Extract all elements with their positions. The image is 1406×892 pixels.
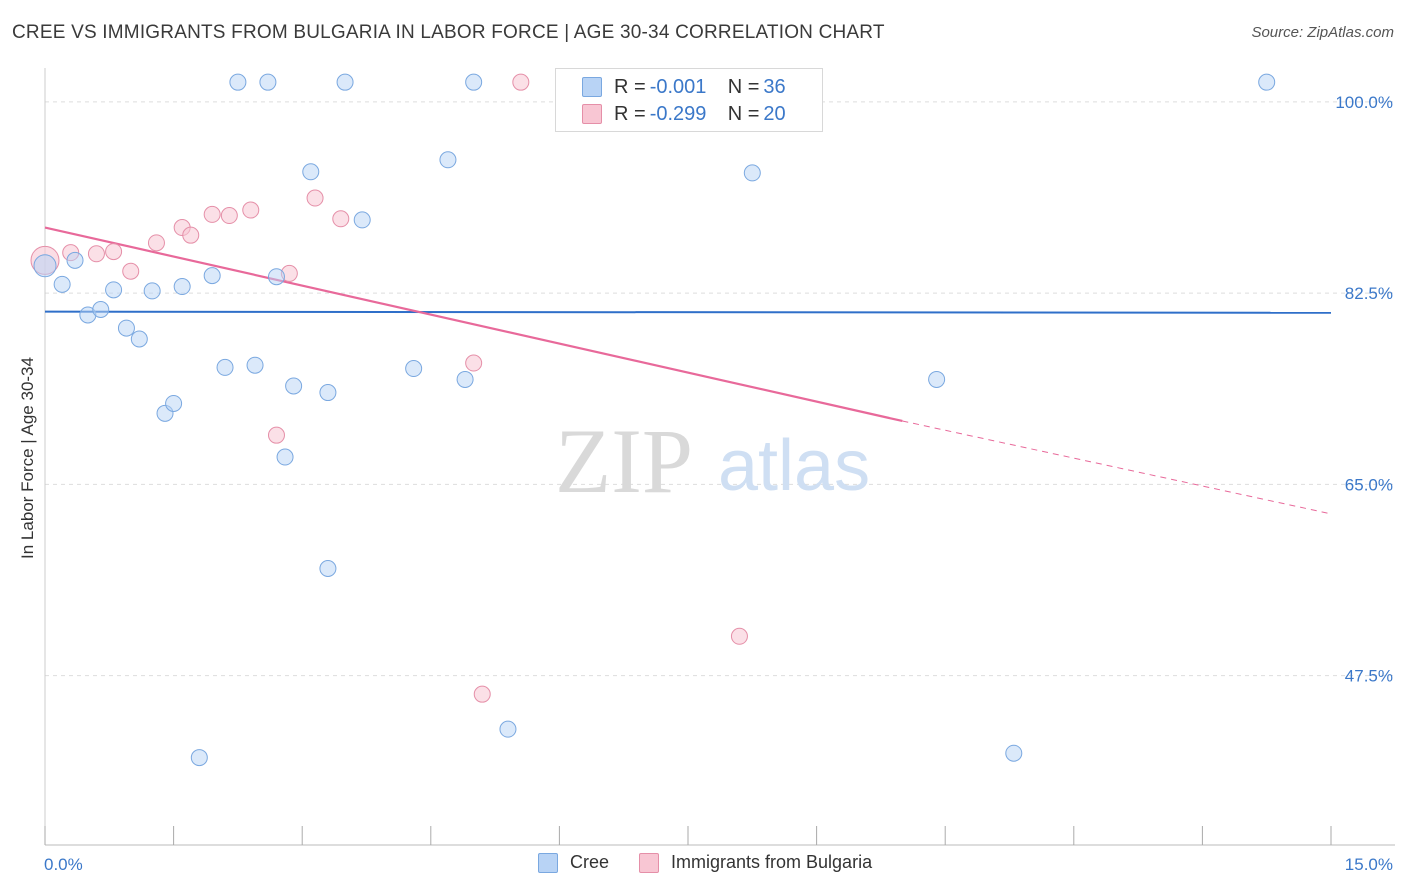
legend-row-bulgaria: R = -0.299 N = 20 bbox=[582, 102, 786, 126]
legend-swatch-cree bbox=[582, 77, 602, 97]
point-cree bbox=[499, 720, 517, 738]
point-cree bbox=[229, 73, 247, 91]
watermark-zip: ZIP bbox=[555, 410, 693, 512]
point-cree bbox=[130, 330, 148, 348]
point-cree bbox=[173, 278, 191, 296]
point-cree bbox=[259, 73, 277, 91]
point-bulgaria bbox=[267, 426, 285, 444]
source-label: Source: ZipAtlas.com bbox=[1251, 24, 1394, 41]
point-cree bbox=[276, 448, 294, 466]
legend-r-label: R = bbox=[614, 75, 646, 98]
y-tick-label: 82.5% bbox=[1345, 284, 1393, 303]
axes bbox=[44, 68, 1395, 846]
y-tick-label: 65.0% bbox=[1345, 475, 1393, 494]
trend-line-bulgaria-extrapolated bbox=[902, 420, 1332, 515]
series-swatch-cree bbox=[538, 852, 558, 873]
correlation-legend: R = -0.001 N = 36 R = -0.299 N = 20 bbox=[555, 68, 823, 132]
point-cree bbox=[928, 370, 946, 388]
series-swatch-bulgaria bbox=[639, 852, 660, 873]
series-legend: Cree Immigrants from Bulgaria bbox=[538, 852, 902, 873]
point-cree bbox=[92, 301, 110, 318]
point-cree bbox=[439, 151, 457, 169]
point-cree bbox=[405, 360, 423, 378]
point-cree bbox=[33, 254, 57, 278]
point-bulgaria bbox=[306, 189, 324, 207]
point-cree bbox=[165, 394, 183, 412]
chart-title: CREE VS IMMIGRANTS FROM BULGARIA IN LABO… bbox=[12, 22, 885, 43]
point-cree bbox=[267, 268, 285, 286]
point-cree bbox=[353, 211, 371, 229]
trend-lines bbox=[44, 226, 1332, 515]
y-axis-label: In Labor Force | Age 30-34 bbox=[18, 357, 37, 559]
trend-line-cree bbox=[44, 310, 1332, 314]
point-bulgaria bbox=[512, 73, 530, 91]
point-bulgaria bbox=[182, 226, 200, 244]
point-cree bbox=[456, 370, 474, 388]
legend-swatch-bulgaria bbox=[582, 104, 602, 124]
legend-n-value: 36 bbox=[763, 75, 786, 98]
point-cree bbox=[302, 163, 320, 181]
point-cree bbox=[743, 164, 761, 182]
point-cree bbox=[246, 356, 264, 374]
point-bulgaria bbox=[332, 210, 350, 228]
y-tick-label: 100.0% bbox=[1335, 93, 1393, 112]
point-bulgaria bbox=[473, 685, 491, 703]
point-bulgaria bbox=[730, 627, 748, 645]
x-tick-label: 0.0% bbox=[44, 855, 83, 874]
legend-r-label: R = bbox=[614, 102, 646, 125]
point-bulgaria bbox=[465, 354, 483, 372]
point-cree bbox=[336, 73, 354, 91]
point-cree bbox=[319, 384, 337, 402]
gridlines bbox=[45, 101, 1393, 677]
point-bulgaria bbox=[220, 207, 238, 225]
trend-line-bulgaria bbox=[44, 226, 903, 423]
point-cree bbox=[105, 281, 123, 299]
legend-n-value: 20 bbox=[763, 102, 786, 125]
point-cree bbox=[216, 358, 234, 376]
point-bulgaria bbox=[87, 245, 105, 263]
point-bulgaria bbox=[242, 201, 260, 219]
point-cree bbox=[285, 377, 303, 395]
series-legend-cree: Cree bbox=[538, 852, 609, 873]
point-bulgaria bbox=[203, 205, 221, 223]
legend-r-value: -0.001 bbox=[649, 75, 707, 98]
point-cree bbox=[66, 251, 84, 269]
watermark-atlas: atlas bbox=[718, 426, 870, 506]
point-cree bbox=[143, 282, 161, 300]
tick-labels: 100.0% 82.5% 65.0% 47.5% 0.0% 15.0% bbox=[44, 93, 1393, 874]
point-cree bbox=[319, 560, 337, 578]
point-cree bbox=[190, 749, 208, 767]
point-cree bbox=[117, 319, 135, 337]
legend-r-value: -0.299 bbox=[649, 102, 707, 125]
point-bulgaria bbox=[122, 262, 140, 280]
series-legend-bulgaria: Immigrants from Bulgaria bbox=[639, 852, 872, 873]
data-points bbox=[30, 73, 1276, 767]
point-bulgaria bbox=[105, 243, 123, 261]
legend-n-label: N = bbox=[727, 75, 760, 98]
point-cree bbox=[465, 73, 483, 91]
point-bulgaria bbox=[147, 234, 165, 252]
point-cree bbox=[203, 267, 221, 285]
legend-row-cree: R = -0.001 N = 36 bbox=[582, 75, 786, 99]
series-label-bulgaria: Immigrants from Bulgaria bbox=[671, 852, 873, 872]
y-tick-label: 47.5% bbox=[1345, 667, 1393, 686]
point-cree bbox=[1258, 73, 1276, 91]
point-cree bbox=[1005, 744, 1023, 762]
series-label-cree: Cree bbox=[570, 852, 610, 872]
x-tick-label: 15.0% bbox=[1345, 855, 1393, 874]
point-cree bbox=[53, 275, 71, 293]
legend-n-label: N = bbox=[727, 102, 760, 125]
